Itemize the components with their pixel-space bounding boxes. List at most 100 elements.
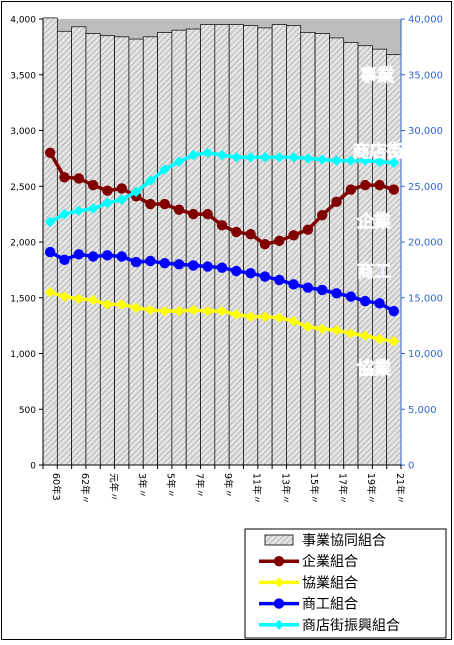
point-企業組合-11 (202, 208, 213, 220)
right-tick-label: 40,000 (408, 15, 443, 26)
point-商工組合-15 (259, 271, 271, 282)
left-tick-label: 500 (19, 406, 36, 416)
x-tick-label: 7年〃 (193, 473, 205, 498)
legend-marker-企業組合 (273, 556, 285, 567)
point-協業組合-15 (259, 311, 271, 323)
point-企業組合-13 (231, 226, 242, 238)
point-商工組合-23 (374, 298, 385, 309)
point-協業組合-7 (145, 304, 156, 316)
point-商店街振興組合-15 (259, 151, 271, 163)
point-商工組合-12 (216, 262, 228, 273)
point-商店街振興組合-0 (44, 216, 56, 228)
point-企業組合-1 (59, 172, 70, 183)
point-商店街振興組合-5 (116, 194, 128, 205)
point-協業組合-3 (87, 294, 99, 306)
left-tick-label: 3,500 (10, 71, 36, 81)
point-企業組合-14 (245, 228, 256, 240)
point-企業組合-10 (188, 208, 199, 220)
point-企業組合-12 (216, 220, 228, 231)
x-tick-label: 17年〃 (337, 473, 349, 504)
bar-事業協同組合-18 (300, 32, 316, 466)
point-企業組合-17 (288, 230, 299, 241)
point-企業組合-2 (73, 173, 85, 184)
point-商工組合-20 (331, 288, 342, 299)
left-tick-label: 4,000 (10, 16, 36, 26)
x-tick-label: 5年〃 (165, 473, 177, 498)
point-協業組合-10 (188, 304, 199, 316)
right-tick-label: 25,000 (408, 182, 443, 193)
point-協業組合-5 (116, 299, 128, 310)
point-企業組合-18 (302, 224, 314, 235)
point-商店街振興組合-19 (316, 154, 328, 165)
point-協業組合-12 (216, 305, 228, 317)
legend-label-企業組合: 企業組合 (302, 553, 358, 570)
x-tick-label: 15年〃 (308, 473, 320, 504)
annotation-商工: 商工 (357, 261, 391, 282)
point-企業組合-3 (87, 179, 99, 191)
x-tick-label: 60年3 (50, 473, 62, 501)
legend-label-商店街振興組合: 商店街振興組合 (302, 618, 400, 634)
point-商店街振興組合-9 (173, 156, 185, 168)
bar-事業協同組合-17 (286, 25, 302, 466)
point-商店街振興組合-11 (202, 147, 214, 159)
bar-事業協同組合-21 (343, 42, 359, 466)
point-協業組合-16 (273, 312, 285, 324)
point-協業組合-8 (159, 305, 171, 317)
point-企業組合-16 (274, 235, 285, 247)
bar-事業協同組合-23 (372, 48, 388, 466)
x-tick-label: 元年〃 (107, 473, 119, 502)
point-協業組合-17 (288, 315, 299, 327)
point-協業組合-0 (44, 286, 56, 298)
point-企業組合-15 (259, 239, 271, 250)
point-商工組合-3 (87, 251, 99, 262)
bar-事業協同組合-3 (85, 33, 101, 466)
point-商店街振興組合-2 (73, 205, 85, 217)
point-商店街振興組合-23 (374, 156, 385, 168)
x-tick-label: 3年〃 (136, 473, 148, 498)
point-商工組合-24 (388, 305, 400, 317)
point-商店街振興組合-8 (159, 164, 171, 175)
point-商工組合-9 (173, 259, 185, 270)
point-商店街振興組合-13 (230, 151, 242, 163)
point-商工組合-8 (159, 257, 170, 269)
annotation-企業: 企業 (356, 211, 391, 232)
left-tick-label: 2,000 (10, 239, 36, 249)
bar-事業協同組合-8 (157, 32, 173, 466)
bar-事業協同組合-1 (56, 30, 72, 466)
point-企業組合-23 (374, 179, 385, 191)
bar-事業協同組合-19 (314, 33, 330, 466)
bar-事業協同組合-24 (386, 54, 402, 466)
left-tick-label: 1,000 (10, 350, 36, 360)
x-tick-label: 21年〃 (394, 473, 406, 504)
point-商工組合-18 (302, 282, 314, 293)
point-協業組合-18 (302, 321, 314, 333)
bar-事業協同組合-13 (228, 24, 244, 466)
legend-label-事業協同組合: 事業協同組合 (302, 533, 386, 549)
x-tick-labels-group: 60年3 62年〃 元年〃 3年〃 5年〃 7年〃 9年〃 11年〃 13年〃 15年〃 17年〃 1… (42, 465, 406, 504)
left-tick-label: 1,500 (10, 294, 36, 304)
point-協業組合-24 (388, 335, 400, 347)
point-商工組合-6 (130, 256, 142, 268)
point-商店街振興組合-10 (188, 149, 199, 161)
bar-series-group (42, 17, 402, 466)
point-企業組合-4 (102, 185, 113, 196)
x-tick-label: 62年〃 (79, 473, 91, 504)
bar-事業協同組合-5 (114, 36, 130, 466)
bar-事業協同組合-10 (185, 28, 201, 466)
point-協業組合-11 (202, 305, 214, 317)
point-協業組合-22 (359, 330, 371, 342)
point-商店街振興組合-1 (59, 208, 70, 220)
point-商工組合-13 (231, 265, 242, 277)
point-協業組合-19 (316, 323, 328, 335)
point-商店街振興組合-18 (302, 153, 314, 164)
point-企業組合-20 (331, 196, 342, 208)
point-商工組合-4 (102, 250, 113, 261)
point-企業組合-0 (44, 147, 56, 158)
point-協業組合-14 (245, 311, 256, 323)
x-tick-label: 11年〃 (251, 473, 263, 504)
x-tick-label: 9年〃 (222, 473, 234, 498)
line-series-group (44, 147, 400, 347)
